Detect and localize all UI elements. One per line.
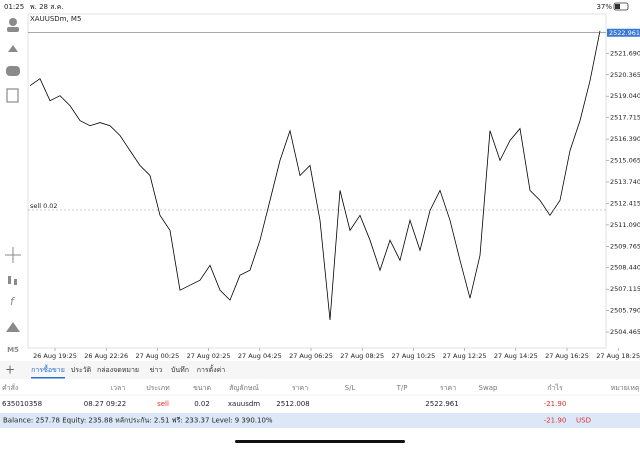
x-tick-label: 27 Aug 16:25 [545, 352, 589, 360]
chat-icon[interactable] [6, 66, 20, 76]
cell-time: 08.27 09:22 [84, 400, 126, 408]
tab[interactable]: ข่าว [150, 366, 163, 374]
x-tick-label: 26 Aug 22:26 [84, 352, 128, 360]
new-order-icon[interactable] [6, 88, 19, 103]
x-tick-label: 27 Aug 18:25 [596, 352, 640, 360]
balance-band [0, 413, 640, 428]
current-price-box [607, 28, 640, 37]
x-tick-label: 27 Aug 02:25 [187, 352, 231, 360]
y-tick-label: 2508.440 [610, 264, 640, 272]
y-tick-label: 2507.115 [610, 285, 640, 293]
tab[interactable]: การตั้งค่า [197, 363, 226, 374]
add-button[interactable]: + [5, 363, 15, 377]
current-price-label: 2522.961 [609, 29, 640, 37]
y-tick-label: 2512.415 [610, 199, 640, 207]
x-tick-label: 27 Aug 04:25 [238, 352, 282, 360]
column-header: สัญลักษณ์ [229, 384, 259, 392]
column-header: คำสั่ง [2, 383, 18, 392]
x-tick-label: 27 Aug 08:25 [340, 352, 384, 360]
x-tick-label: 27 Aug 10:25 [391, 352, 435, 360]
active-tab-underline [31, 377, 65, 379]
x-tick-label: 27 Aug 12:25 [443, 352, 487, 360]
column-header: ราคา [440, 384, 456, 392]
battery-level [615, 4, 620, 9]
column-header: กำไร [547, 383, 563, 392]
y-tick-label: 2519.040 [610, 92, 640, 100]
x-tick-label: 27 Aug 00:25 [135, 352, 179, 360]
tab[interactable]: กล่องจดหมาย [97, 366, 139, 374]
column-header: ประเภท [146, 384, 170, 392]
x-tick-label: 26 Aug 19:25 [33, 352, 77, 360]
column-header: T/P [396, 384, 408, 392]
status-date: พ. 28 ส.ค. [30, 3, 64, 11]
column-header: หมายเหตุ [611, 384, 640, 392]
cell-type: sell [157, 400, 169, 408]
y-tick-label: 2521.690 [610, 49, 640, 57]
x-tick-label: 27 Aug 14:25 [494, 352, 538, 360]
y-tick-label: 2509.765 [610, 242, 640, 250]
status-battery: 37% [596, 3, 612, 11]
tab-bar [0, 361, 640, 379]
y-tick-label: 2513.740 [610, 178, 640, 186]
cell-symbol: xauusdm [228, 400, 260, 408]
sell-label: sell 0.02 [30, 202, 58, 210]
profile-icon-body[interactable] [7, 27, 19, 32]
y-tick-label: 2516.390 [610, 135, 640, 143]
home-indicator [235, 440, 405, 443]
column-header: ราคา [292, 384, 308, 392]
profile-icon[interactable] [9, 18, 17, 26]
indicator-icon[interactable]: f [10, 295, 16, 308]
status-time: 01:25 [4, 3, 24, 11]
chart-symbol: XAUUSDm, M5 [30, 15, 81, 23]
objects-icon[interactable] [6, 322, 20, 332]
column-header: ขนาด [193, 384, 211, 392]
price-line [29, 30, 601, 321]
x-tick-label: 27 Aug 06:25 [289, 352, 333, 360]
candles-icon-2[interactable] [14, 279, 17, 285]
column-header: Swap [479, 384, 498, 392]
trade-icon[interactable] [8, 45, 18, 52]
battery-icon [613, 2, 629, 11]
balance-summary: Balance: 257.78 Equity: 235.88 หลักประกั… [3, 417, 273, 425]
cell-order: 635010358 [2, 400, 42, 408]
cell-size: 0.02 [194, 400, 210, 408]
cell-profit: -21.90 [544, 400, 567, 408]
tab[interactable]: ประวัติ [71, 366, 92, 374]
currency: USD [576, 417, 591, 425]
cell-open-price: 2512.008 [276, 400, 309, 408]
y-tick-label: 2511.090 [610, 221, 640, 229]
timeframe-icon[interactable]: M5 [7, 346, 19, 354]
tab[interactable]: บันทึก [171, 365, 189, 374]
left-toolbar: f M5 [5, 18, 21, 354]
y-tick-label: 2505.790 [610, 307, 640, 315]
y-tick-label: 2515.065 [610, 157, 640, 165]
y-tick-label: 2520.365 [610, 71, 640, 79]
y-tick-label: 2504.465 [610, 328, 640, 336]
crosshair-icon[interactable] [5, 247, 21, 263]
cell-price: 2522.961 [425, 400, 458, 408]
candles-icon[interactable] [8, 276, 11, 284]
tab[interactable]: การซื้อขาย [31, 363, 65, 374]
y-tick-label: 2517.715 [610, 114, 640, 122]
column-header: S/L [345, 384, 356, 392]
column-header: เวลา [111, 384, 126, 392]
plot-frame [27, 13, 607, 349]
total-profit: -21.90 [544, 417, 567, 425]
